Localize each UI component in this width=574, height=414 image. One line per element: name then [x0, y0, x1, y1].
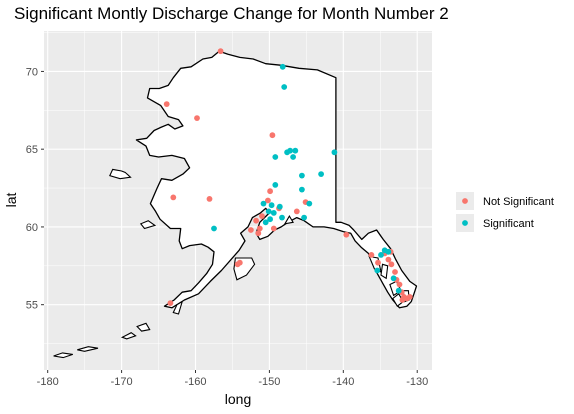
not-significant-point: [170, 194, 177, 201]
not-significant-point: [265, 197, 271, 204]
significant-point: [279, 214, 285, 221]
y-axis: 55 60 65 70: [26, 66, 44, 312]
island-outline: [139, 220, 157, 230]
significant-point: [262, 219, 269, 226]
island-outline: [53, 352, 73, 359]
significant-point: [374, 267, 381, 274]
legend-label: Significant: [483, 218, 534, 230]
significant-point: [378, 252, 384, 258]
x-tick-label: -160: [184, 376, 206, 388]
y-tick-label: 65: [26, 144, 38, 156]
legend-label: Not Significant: [483, 196, 554, 208]
x-tick-label: -170: [111, 376, 133, 388]
island-outline: [283, 215, 294, 225]
not-significant-point: [368, 252, 375, 258]
not-significant-point: [267, 188, 273, 195]
not-significant-point: [399, 297, 406, 303]
significant-point: [211, 225, 217, 232]
significant-point: [270, 210, 277, 216]
not-significant-point: [217, 48, 224, 55]
y-tick-label: 70: [26, 66, 38, 78]
x-tick-label: -150: [258, 376, 280, 388]
significant-point: [279, 63, 286, 70]
island-outline: [136, 322, 151, 332]
not-significant-point: [253, 217, 259, 224]
not-significant-point: [396, 281, 403, 288]
legend-swatch: [462, 198, 468, 204]
not-significant-point: [236, 259, 243, 266]
legend-swatch: [462, 220, 468, 226]
island-outline: [380, 263, 389, 280]
significant-point: [267, 216, 273, 223]
not-significant-point: [406, 294, 413, 300]
significant-point: [281, 84, 288, 90]
significant-point: [272, 182, 279, 188]
island-outline: [109, 168, 132, 180]
not-significant-point: [206, 196, 213, 202]
significant-point: [287, 147, 293, 154]
significant-point: [265, 208, 272, 215]
x-axis-title: long: [225, 391, 251, 407]
x-tick-label: -180: [37, 376, 59, 388]
not-significant-point: [375, 259, 381, 266]
significant-point: [299, 172, 305, 179]
significant-point: [395, 287, 402, 294]
significant-point: [299, 186, 305, 193]
significant-point: [390, 275, 397, 282]
not-significant-point: [255, 230, 262, 237]
not-significant-point: [256, 225, 263, 232]
not-significant-point: [167, 300, 174, 306]
data-points: [163, 48, 413, 306]
significant-point: [276, 203, 283, 210]
not-significant-point: [259, 213, 265, 220]
x-axis: -180 -170 -160 -150 -140 -130: [37, 370, 428, 388]
significant-point: [306, 200, 313, 207]
not-significant-point: [392, 269, 398, 275]
y-axis-title: lat: [3, 193, 19, 208]
island-outline: [77, 346, 99, 352]
island-outline: [120, 332, 137, 340]
y-tick-label: 60: [26, 222, 38, 234]
not-significant-point: [293, 208, 300, 215]
not-significant-point: [269, 132, 276, 139]
significant-point: [260, 200, 267, 207]
island-outline: [172, 300, 184, 315]
not-significant-point: [194, 115, 200, 121]
significant-point: [318, 171, 324, 178]
legend: Not Significant Significant: [456, 192, 554, 232]
not-significant-point: [163, 101, 170, 107]
chart-title: Significant Montly Discharge Change for …: [14, 4, 449, 23]
significant-point: [385, 248, 392, 255]
x-tick-label: -140: [332, 376, 354, 388]
significant-point: [292, 147, 299, 154]
y-tick-label: 55: [26, 300, 38, 312]
significant-point: [272, 154, 279, 160]
significant-point: [331, 149, 338, 156]
not-significant-point: [248, 227, 254, 233]
not-significant-point: [343, 231, 350, 238]
x-tick-label: -130: [406, 376, 428, 388]
significant-point: [301, 214, 307, 221]
not-significant-point: [388, 261, 395, 268]
significant-point: [290, 154, 296, 160]
not-significant-point: [385, 256, 392, 263]
significant-point: [268, 202, 275, 209]
not-significant-point: [270, 225, 277, 232]
